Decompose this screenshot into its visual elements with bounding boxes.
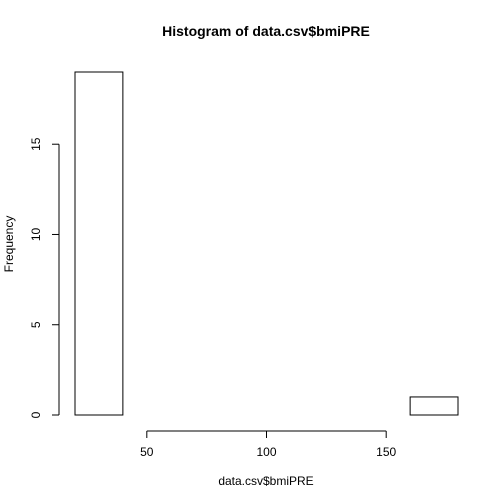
x-tick-label: 50 bbox=[140, 445, 154, 459]
histogram-bar bbox=[409, 396, 459, 416]
x-axis-label: data.csv$bmiPRE bbox=[218, 474, 313, 488]
y-tick-label: 15 bbox=[29, 137, 43, 151]
bars-group bbox=[74, 71, 459, 416]
y-tick-label: 10 bbox=[29, 227, 43, 241]
x-axis: 50 100 150 bbox=[140, 430, 397, 459]
x-tick-label: 100 bbox=[256, 445, 276, 459]
y-axis-label: Frequency bbox=[2, 216, 16, 273]
x-tick-label: 150 bbox=[376, 445, 396, 459]
histogram-bar bbox=[74, 71, 124, 416]
chart-title: Histogram of data.csv$bmiPRE bbox=[162, 23, 370, 39]
y-tick-label: 0 bbox=[29, 411, 43, 418]
y-axis: 0 5 10 15 bbox=[29, 137, 60, 418]
y-tick-label: 5 bbox=[29, 321, 43, 328]
